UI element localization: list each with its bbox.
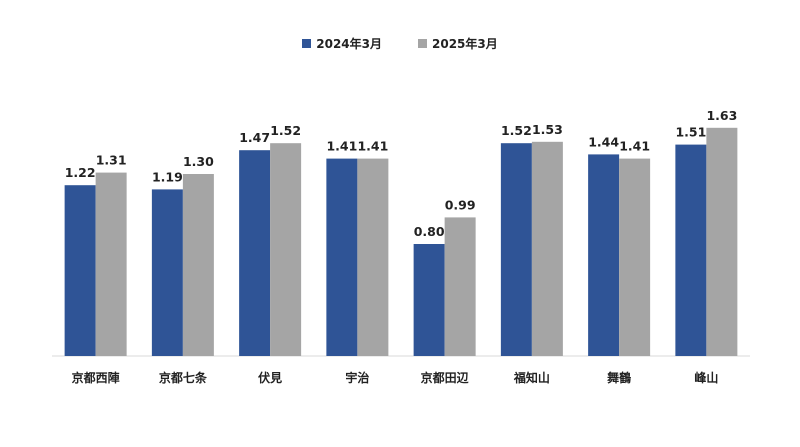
bar-2025-4 (444, 217, 476, 356)
bar-2025-6 (619, 158, 651, 356)
legend-swatch-2025 (418, 39, 427, 48)
bar-2025-3 (357, 158, 389, 356)
data-label-2024-6: 1.44 (588, 134, 619, 149)
data-label-2024-3: 1.41 (326, 139, 357, 154)
x-tick-label-1: 京都七条 (159, 370, 208, 385)
data-label-2024-7: 1.51 (675, 125, 706, 140)
data-label-2024-5: 1.52 (501, 123, 532, 138)
data-label-2025-2: 1.52 (270, 123, 301, 138)
x-tick-label-2: 伏見 (258, 370, 282, 385)
bar-2024-6 (588, 154, 620, 356)
x-tick-label-5: 福知山 (513, 370, 550, 385)
x-tick-label-3: 宇治 (345, 370, 369, 385)
legend-swatch-2024 (302, 39, 312, 48)
bar-2025-1 (182, 174, 214, 356)
x-tick-label-0: 京都西陣 (72, 370, 120, 385)
data-label-2025-0: 1.31 (96, 153, 127, 168)
data-label-2025-4: 0.99 (445, 197, 476, 212)
x-tick-label-4: 京都田辺 (421, 370, 469, 385)
x-tick-label-6: 舞鶴 (606, 370, 631, 385)
bar-2024-4 (413, 244, 445, 356)
bar-2024-0 (64, 185, 96, 356)
data-label-2025-3: 1.41 (357, 139, 388, 154)
bar-2024-2 (239, 150, 271, 356)
legend: 2024年3月 2025年3月 (0, 35, 800, 52)
data-label-2024-1: 1.19 (152, 169, 183, 184)
legend-label-2025: 2025年3月 (432, 37, 498, 51)
bar-2025-2 (270, 143, 302, 356)
bar-2025-0 (95, 172, 127, 356)
bar-2024-7 (675, 144, 707, 356)
bar-2025-7 (706, 127, 738, 356)
legend-item-2024: 2024年3月 (302, 35, 382, 52)
data-label-2024-0: 1.22 (65, 165, 96, 180)
bar-2025-5 (531, 141, 563, 356)
data-label-2025-5: 1.53 (532, 122, 563, 137)
data-label-2025-6: 1.41 (619, 139, 650, 154)
data-label-2024-2: 1.47 (239, 130, 270, 145)
bar-2024-5 (500, 143, 532, 356)
data-label-2025-1: 1.30 (183, 154, 214, 169)
bar-2024-3 (326, 158, 358, 356)
data-label-2024-4: 0.80 (414, 224, 445, 239)
data-label-2025-7: 1.63 (706, 108, 737, 123)
bar-2024-1 (151, 189, 183, 356)
legend-item-2025: 2025年3月 (418, 35, 498, 52)
x-tick-label-7: 峰山 (694, 370, 718, 385)
legend-label-2024: 2024年3月 (316, 37, 382, 51)
